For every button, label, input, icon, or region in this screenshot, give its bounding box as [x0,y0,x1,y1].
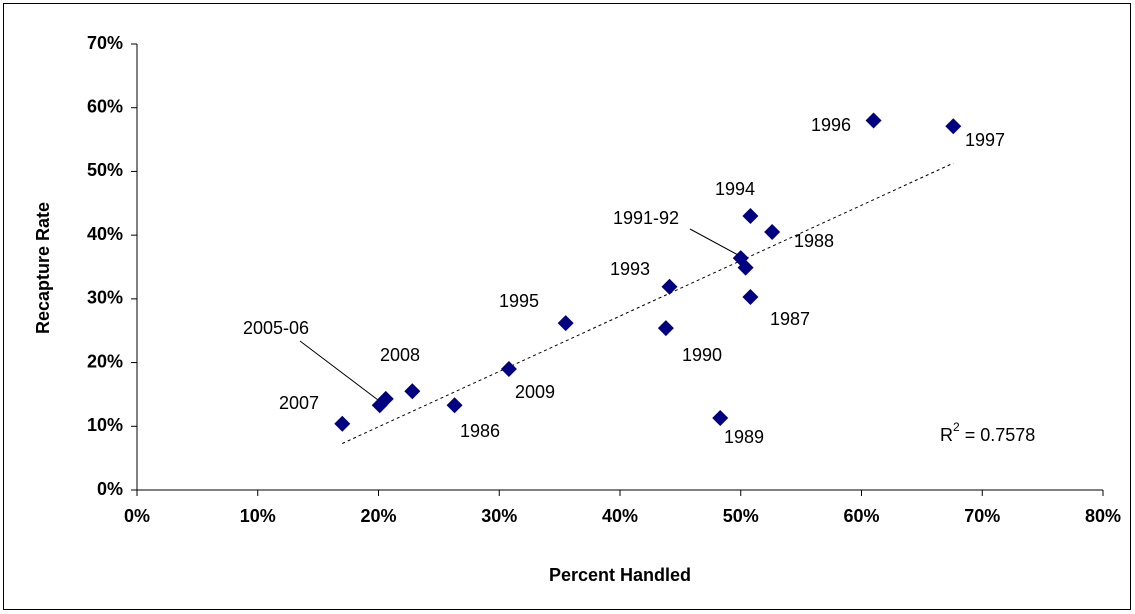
leader-line [689,228,739,256]
point [500,360,517,377]
x-axis-title: Percent Handled [549,565,691,585]
point [742,288,759,305]
point-label: 1990 [682,345,722,365]
point-label: 1987 [770,309,810,329]
point [334,415,351,432]
trendline [342,162,954,444]
y-tick-label: 0% [97,479,123,499]
point [446,397,463,414]
x-tick-label: 70% [964,506,1000,526]
point [865,112,882,129]
x-tick-label: 30% [481,506,517,526]
point-label: 1993 [610,259,650,279]
point [742,208,759,225]
point [557,315,574,332]
y-axis-title: Recapture Rate [33,202,53,334]
x-tick-label: 50% [723,506,759,526]
x-tick-label: 60% [843,506,879,526]
y-tick-label: 20% [87,351,123,371]
point-label: 2008 [380,345,420,365]
r-squared: R2 = 0.7578 [940,420,1035,445]
x-tick-label: 40% [602,506,638,526]
point-label: 1988 [794,231,834,251]
y-tick-label: 70% [87,33,123,53]
point [764,223,781,240]
point-label: 2005-06 [243,318,309,338]
point-label: 2007 [279,393,319,413]
point-label: 1996 [811,115,851,135]
point-label: 1989 [724,427,764,447]
point [945,118,962,135]
point-label: 1994 [715,179,755,199]
point-label: 1995 [499,291,539,311]
x-tick-label: 20% [360,506,396,526]
point [712,410,729,427]
x-tick-label: 80% [1085,506,1121,526]
y-tick-label: 10% [87,415,123,435]
r-sup: 2 [953,420,960,434]
point [404,383,421,400]
y-tick-label: 30% [87,288,123,308]
point-label: 1986 [460,421,500,441]
point-label: 1991-92 [613,208,679,228]
r-base: R [940,425,953,445]
x-tick-label: 10% [240,506,276,526]
y-tick-label: 40% [87,224,123,244]
chart-frame [3,3,1131,610]
y-tick-label: 50% [87,160,123,180]
y-tick-label: 60% [87,96,123,116]
point-label: 1997 [965,130,1005,150]
x-tick-label: 0% [124,506,150,526]
point [661,278,678,295]
point [737,259,754,276]
point [377,390,394,407]
point [657,320,674,337]
leader-line [299,340,379,401]
r-rest: = 0.7578 [960,425,1036,445]
point-label: 2009 [515,382,555,402]
